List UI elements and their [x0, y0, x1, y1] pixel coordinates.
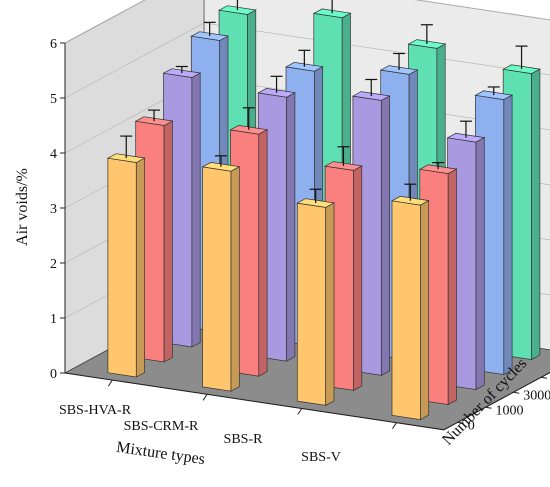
bar-side — [531, 68, 541, 361]
floor-edge — [64, 371, 550, 431]
y-tick-label: 0 — [50, 367, 57, 382]
bar-side — [353, 165, 363, 391]
bar-side — [420, 200, 430, 421]
bar-front — [391, 200, 421, 421]
z-tick-label: 0 — [468, 418, 475, 433]
bar-side — [258, 129, 268, 377]
x-tick-label: SBS-CRM-R — [124, 419, 199, 434]
y-tick-label: 6 — [50, 37, 57, 52]
bar-side — [503, 94, 513, 376]
x-tick-label: SBS-HVA-R — [59, 403, 132, 418]
z-tick — [513, 391, 520, 394]
bar-side — [191, 72, 201, 348]
y-tick-label: 3 — [50, 202, 57, 217]
bar-side — [230, 166, 240, 392]
z-tick — [485, 406, 492, 409]
bar-side — [475, 137, 485, 391]
z-tick-label: 1000 — [496, 403, 524, 418]
z-tick — [541, 376, 548, 379]
bar-top — [446, 132, 486, 143]
bar-0-SBS-HVA-R — [106, 135, 146, 378]
x-tick — [392, 422, 397, 429]
y-tick-label: 5 — [50, 92, 57, 107]
z-tick-label: 3000 — [523, 388, 550, 403]
y-axis-title: Air voids/% — [14, 168, 31, 246]
bar-side — [163, 120, 173, 363]
bar-top — [390, 195, 430, 206]
bar-0-SBS-R — [296, 188, 336, 406]
bar-side — [135, 157, 145, 378]
x-axis-title: Mixture types — [115, 439, 206, 468]
bar-0-SBS-CRM-R — [201, 155, 241, 392]
bar-top — [418, 164, 458, 174]
bar-side — [325, 202, 335, 406]
bar-side — [447, 168, 457, 406]
x-tick-label: SBS-V — [301, 450, 341, 465]
bar-front — [296, 202, 327, 406]
gridline — [64, 22, 550, 99]
z-tick — [457, 421, 464, 424]
y-tick-label: 4 — [50, 147, 57, 162]
y-tick-label: 1 — [50, 312, 57, 327]
y-tick-label: 2 — [50, 257, 57, 272]
x-tick — [297, 408, 303, 415]
bar-front — [107, 157, 137, 378]
x-tick — [202, 394, 208, 401]
bar-side — [380, 95, 390, 376]
bar-front — [202, 166, 232, 392]
gridline — [64, 0, 550, 44]
x-tick-label: SBS-R — [224, 432, 264, 447]
x-tick — [107, 379, 113, 387]
bar-0-SBS-V — [390, 183, 430, 421]
bar-side — [286, 92, 296, 362]
